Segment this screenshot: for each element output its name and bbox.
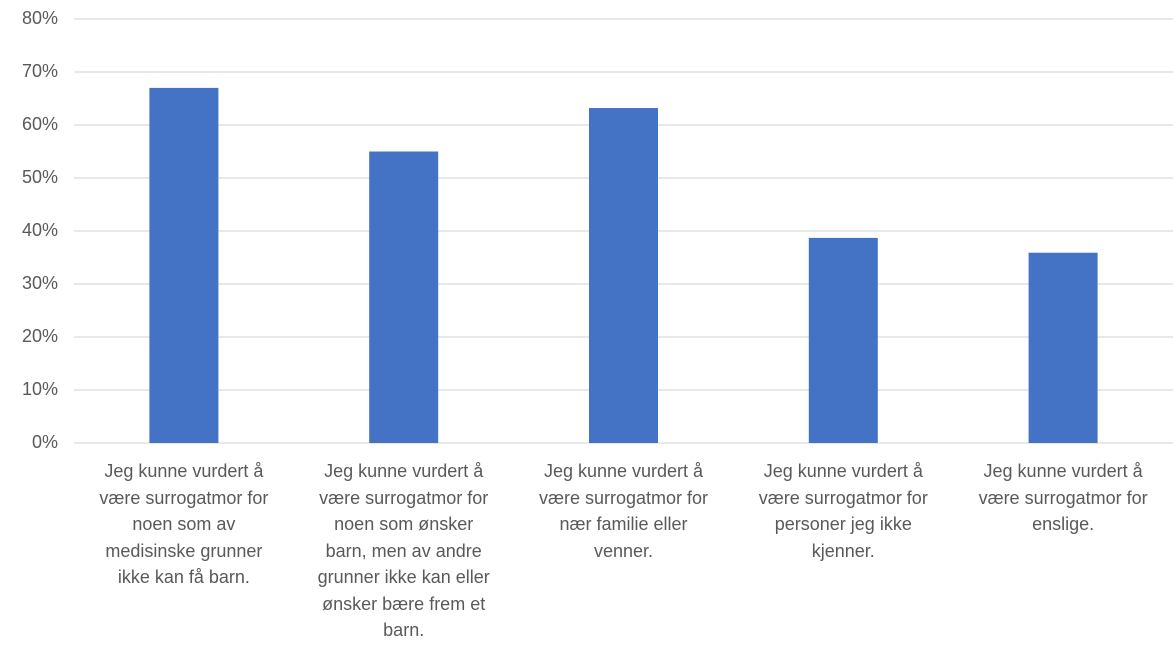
x-category-label-line: være surrogatmor for (99, 487, 269, 508)
x-category-label-line: Jeg kunne vurdert å (104, 461, 264, 481)
x-category-label-line: Jeg kunne vurdert å (763, 461, 923, 481)
bar (808, 237, 878, 443)
x-category-label-line: medisinske grunner (105, 540, 263, 561)
y-tick-label: 0% (31, 432, 58, 452)
x-category-label: Jeg kunne vurdert å være surrogatmor for n… (514, 458, 734, 564)
x-category-label-line: være surrogatmor for (319, 487, 489, 508)
bar (1028, 252, 1098, 443)
x-category-label: Jeg kunne vurdert å være surrogatmor for n… (294, 458, 514, 644)
x-category-label-line: grunner ikke kan eller (317, 567, 490, 587)
x-category-label-line: Jeg kunne vurdert å (543, 461, 704, 481)
bar (589, 108, 658, 443)
x-category-label-line: personer jeg ikke (774, 514, 912, 534)
y-tick-label: 70% (21, 61, 58, 81)
x-category-label-line: ønsker bære frem et (322, 593, 486, 614)
x-category-label-line: Jeg kunne vurdert å (324, 461, 484, 481)
y-tick-label: 50% (21, 167, 58, 187)
x-category-label-line: enslige. (1032, 514, 1095, 534)
y-tick-label: 40% (21, 220, 58, 240)
y-tick-label: 80% (21, 8, 58, 28)
x-category-label-line: være surrogatmor for (978, 487, 1148, 508)
x-category-label: Jeg kunne vurdert å være surrogatmor for p… (733, 458, 953, 564)
x-category-label-line: barn, men av andre (325, 540, 482, 561)
bar (369, 151, 439, 443)
x-category-label-line: være surrogatmor for (538, 487, 709, 508)
x-category-label-line: barn. (383, 620, 425, 640)
x-category-label-line: nær familie eller (559, 514, 688, 534)
bars (149, 87, 1098, 444)
y-tick-label: 30% (21, 273, 58, 293)
x-category-label: Jeg kunne vurdert å være surrogatmor for n… (74, 458, 294, 591)
x-category-label: Jeg kunne vurdert å være surrogatmor for e… (953, 458, 1173, 538)
x-category-label-line: venner. (593, 540, 654, 561)
x-category-label-line: noen som ønsker (334, 514, 474, 534)
x-category-label-line: være surrogatmor for (758, 487, 928, 508)
x-category-label-line: kjenner. (811, 540, 875, 561)
bar (149, 87, 219, 444)
x-category-label-line: Jeg kunne vurdert å (983, 461, 1143, 481)
x-category-label-line: ikke kan få barn. (117, 567, 250, 587)
x-category-label-line: noen som av (132, 514, 236, 534)
y-tick-label: 10% (21, 379, 58, 399)
y-tick-label: 20% (21, 326, 58, 346)
y-tick-label: 60% (21, 114, 58, 134)
